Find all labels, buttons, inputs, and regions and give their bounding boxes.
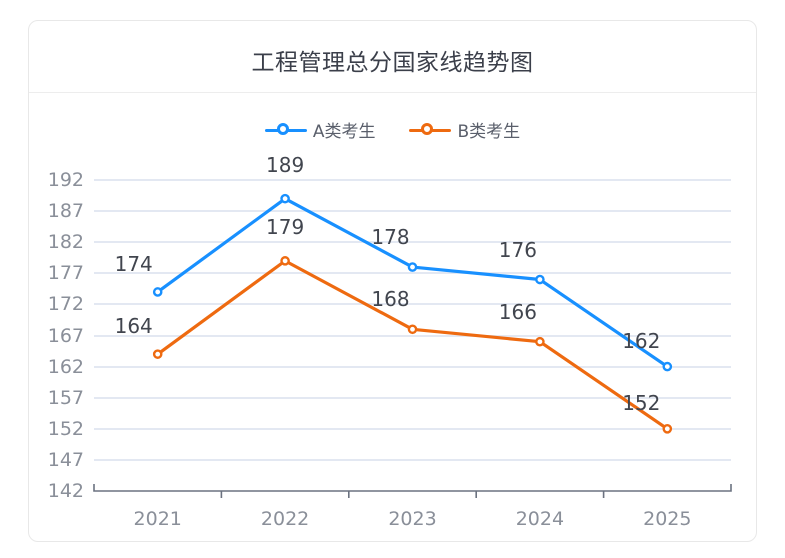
series-data-point[interactable] bbox=[662, 361, 673, 372]
x-axis-tick-label: 2022 bbox=[260, 508, 310, 530]
y-axis-tick-label: 177 bbox=[47, 262, 84, 285]
series-line bbox=[156, 197, 669, 369]
gridline bbox=[94, 241, 731, 244]
series-data-point[interactable] bbox=[152, 349, 163, 359]
x-axis-line bbox=[93, 484, 732, 492]
x-axis-tick-label: 2024 bbox=[515, 508, 565, 530]
x-axis-tick-label: 2021 bbox=[133, 508, 182, 530]
series-data-point[interactable] bbox=[535, 274, 545, 285]
data-point-label: 164 bbox=[114, 314, 153, 339]
y-axis-tick-label: 172 bbox=[47, 293, 84, 316]
data-point-label: 174 bbox=[114, 251, 153, 276]
gridline bbox=[94, 427, 731, 430]
gridline bbox=[94, 210, 731, 213]
chart-series-layer bbox=[93, 193, 732, 498]
legend-label-series-a: A类考生 bbox=[312, 122, 376, 142]
series-data-point[interactable] bbox=[280, 193, 290, 204]
series-data-point[interactable] bbox=[280, 256, 290, 266]
gridline bbox=[94, 179, 731, 181]
line-circle-marker-icon bbox=[264, 121, 307, 139]
series-data-point[interactable] bbox=[152, 287, 163, 297]
data-point-label: 168 bbox=[371, 287, 410, 312]
chart-legend: A类考生 B类考生 bbox=[29, 117, 756, 142]
chart-plot-area: 142 147 152 157 162 167 172 177 182 187 192 174 189… bbox=[29, 21, 758, 543]
data-point-label: 166 bbox=[498, 299, 537, 324]
y-axis-tick-label: 167 bbox=[47, 324, 84, 347]
gridline bbox=[94, 272, 731, 275]
data-point-label: 176 bbox=[498, 237, 537, 262]
chart-title: 工程管理总分国家线趋势图 bbox=[251, 50, 534, 76]
card-header-divider bbox=[29, 92, 756, 93]
y-axis-tick-label: 192 bbox=[47, 169, 84, 191]
y-axis-tick-label: 152 bbox=[47, 417, 84, 440]
x-axis-tick-label: 2025 bbox=[643, 508, 692, 530]
y-axis-tick-label: 162 bbox=[47, 355, 84, 378]
gridline bbox=[94, 334, 731, 337]
data-point-label: 178 bbox=[371, 225, 410, 250]
series-data-point[interactable] bbox=[407, 324, 418, 335]
y-axis-tick-label: 142 bbox=[47, 480, 84, 502]
legend-item-series-a[interactable]: A类考生 bbox=[264, 117, 376, 142]
data-point-label: 189 bbox=[266, 152, 305, 177]
series-line bbox=[156, 259, 669, 431]
data-point-label: 179 bbox=[266, 214, 305, 239]
y-axis-tick-label: 182 bbox=[47, 231, 84, 254]
gridline bbox=[94, 365, 731, 368]
x-axis-tick-label: 2023 bbox=[388, 508, 437, 530]
line-circle-marker-icon bbox=[409, 121, 452, 139]
data-point-label: 162 bbox=[622, 328, 661, 353]
y-axis-tick-label: 187 bbox=[47, 200, 84, 223]
legend-label-series-b: B类考生 bbox=[457, 122, 521, 142]
series-data-point[interactable] bbox=[662, 423, 673, 434]
gridline bbox=[94, 396, 731, 399]
gridline bbox=[94, 303, 731, 306]
gridline bbox=[94, 458, 731, 461]
legend-item-series-b[interactable]: B类考生 bbox=[409, 117, 520, 142]
y-axis-tick-label: 147 bbox=[47, 448, 84, 471]
series-data-point[interactable] bbox=[407, 262, 418, 272]
series-data-point[interactable] bbox=[535, 336, 545, 347]
y-axis-tick-label: 157 bbox=[47, 386, 84, 409]
data-point-label: 152 bbox=[622, 390, 661, 415]
chart-card: 工程管理总分国家线趋势图 A类考生 B类考生 142 147 152 157 162 16… bbox=[28, 20, 757, 542]
